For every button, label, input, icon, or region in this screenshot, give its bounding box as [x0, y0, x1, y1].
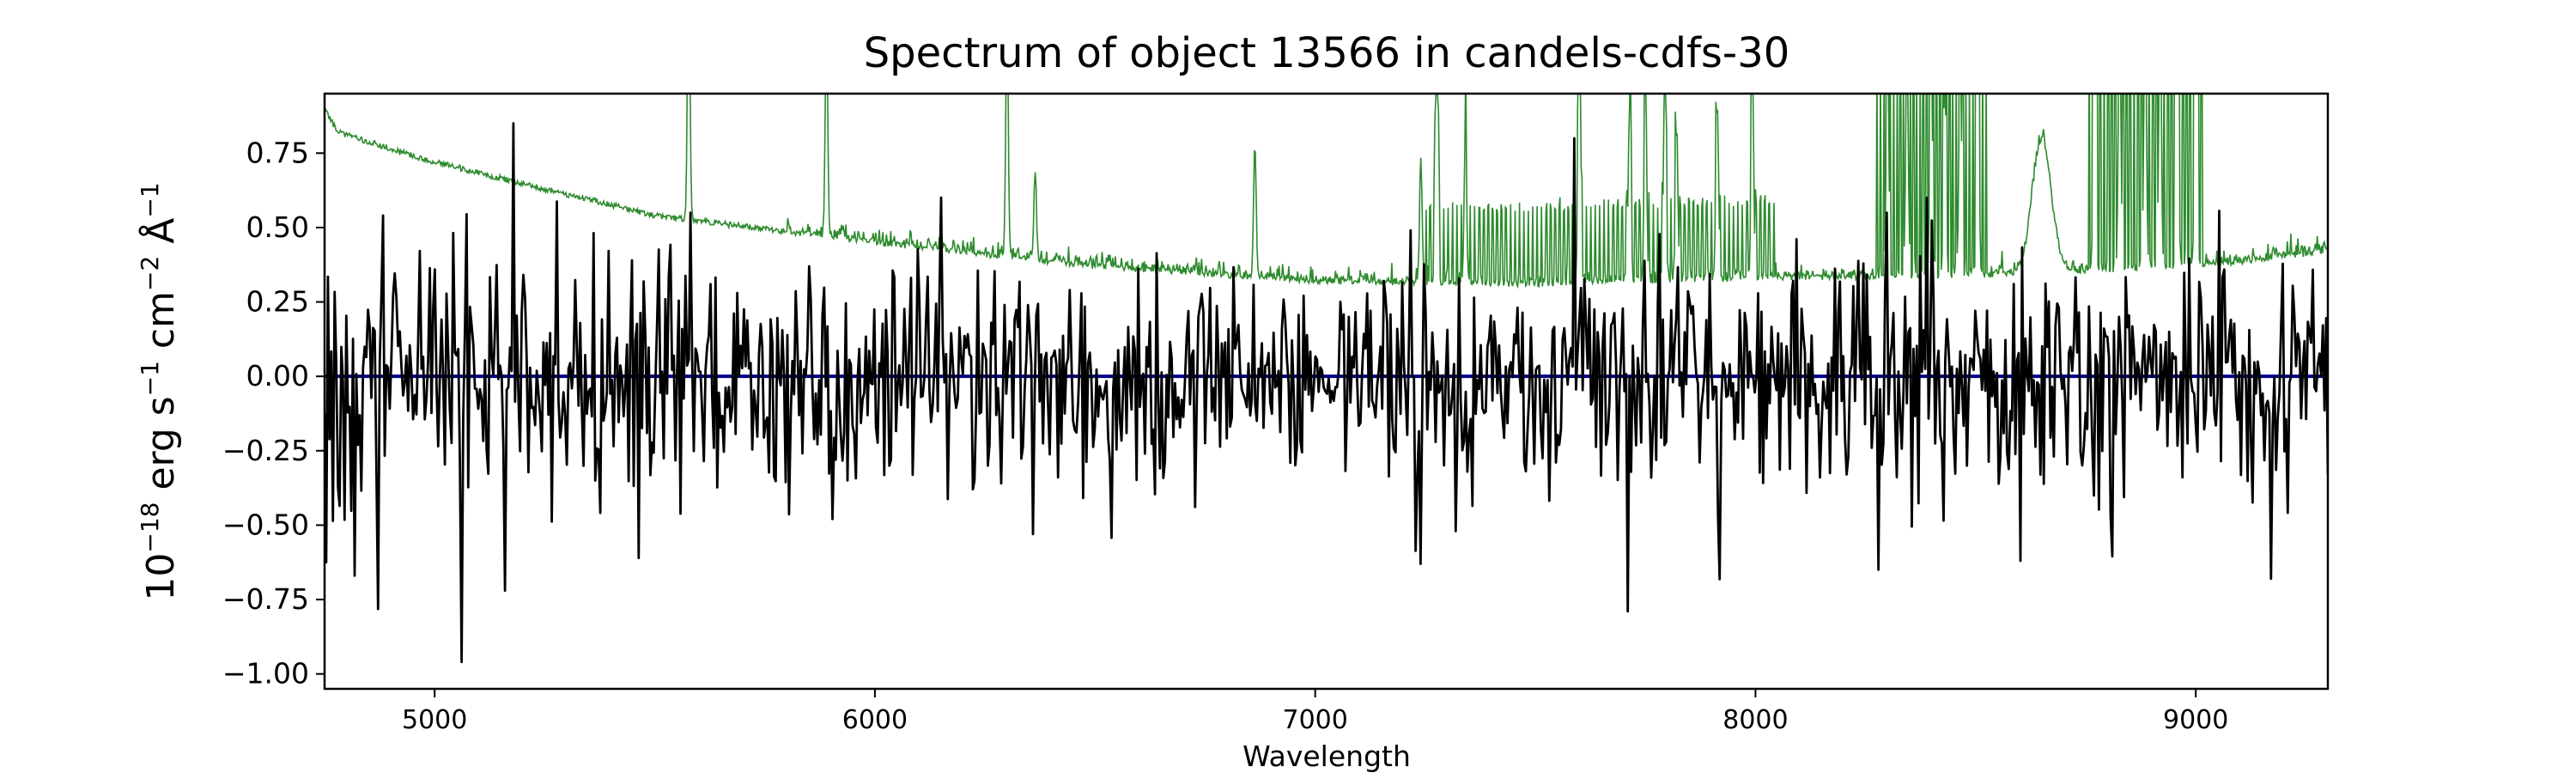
x-tick-label: 5000	[402, 705, 467, 735]
error-spectrum-line	[325, 94, 2328, 289]
y-tick-label: 0.50	[246, 210, 309, 244]
x-tick-label: 7000	[1283, 705, 1348, 735]
y-tick-label: −0.75	[222, 582, 309, 616]
y-axis: 0.75 0.50 0.25 0.00 −0.25 −0.50 −0.75 −1.00	[222, 136, 325, 691]
plot-frame	[323, 92, 2330, 691]
chart-title: Spectrum of object 13566 in candels-cdfs…	[864, 29, 1790, 77]
y-tick-label: 0.75	[246, 136, 309, 169]
y-tick-label: 0.25	[246, 285, 309, 319]
y-tick-label: −1.00	[222, 657, 309, 691]
y-tick-label: 0.00	[246, 359, 309, 393]
x-axis-label: Wavelength	[1242, 740, 1411, 773]
x-tick-label: 6000	[842, 705, 908, 735]
y-tick-label: −0.25	[222, 434, 309, 467]
x-tick-label: 9000	[2163, 705, 2228, 735]
y-tick-label: −0.50	[222, 508, 309, 541]
x-axis: 5000 6000 7000 8000 9000	[402, 689, 2228, 735]
flux-spectrum-line	[325, 122, 2328, 664]
x-tick-label: 8000	[1722, 705, 1788, 735]
plot-area	[325, 94, 2328, 664]
y-axis-label: 10−18 erg s−1 cm−2 Å−1	[136, 182, 183, 600]
